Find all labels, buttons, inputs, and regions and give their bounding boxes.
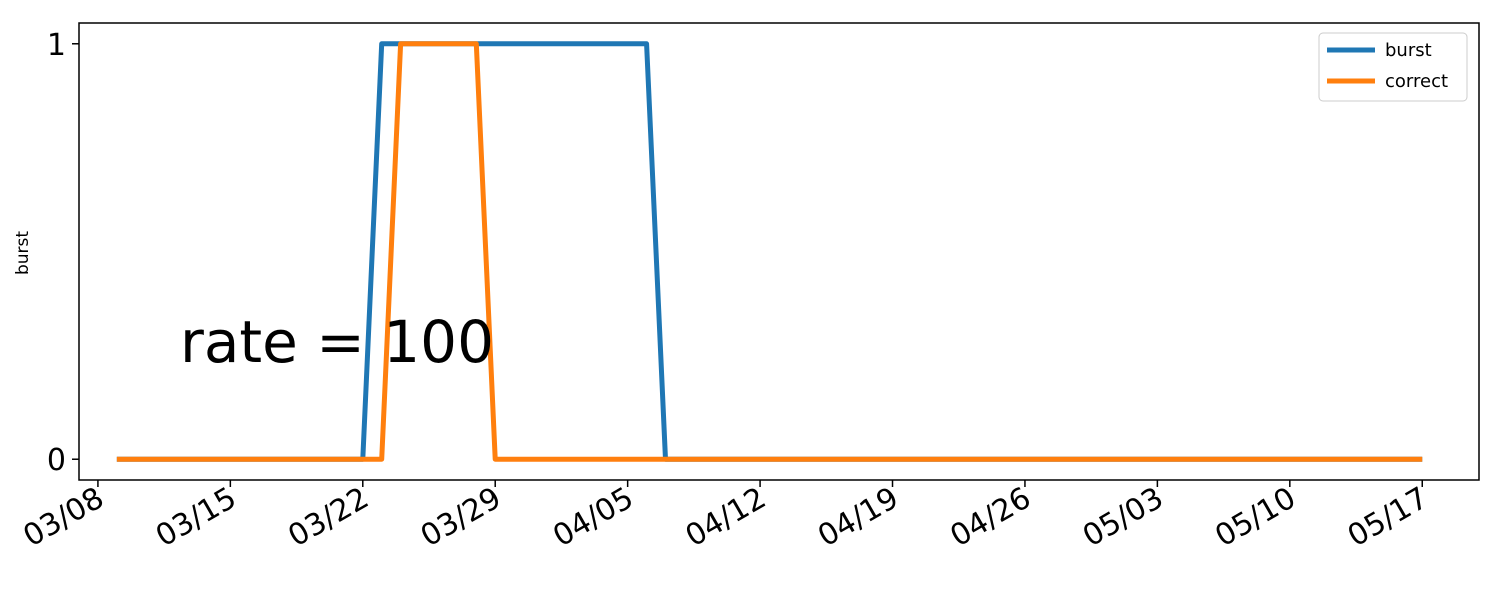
x-tick-label: 05/17 (1342, 481, 1434, 555)
plot-frame (78, 22, 1480, 481)
x-tick-label: 05/10 (1209, 481, 1301, 555)
y-axis-label: burst (13, 231, 33, 275)
series-line-correct (116, 41, 1423, 462)
x-tick-label: 03/29 (415, 481, 507, 555)
series-line-burst (116, 41, 1423, 462)
y-tick-label: 0 (47, 443, 66, 478)
x-tick-label: 03/22 (282, 481, 374, 555)
y-tick-label: 1 (47, 28, 66, 63)
x-tick-label: 04/19 (812, 481, 904, 555)
series-layer (116, 41, 1423, 462)
x-tick-label: 04/12 (680, 481, 772, 555)
rate-annotation: rate = 100 (180, 308, 494, 376)
axes-layer: 03/08 03/15 03/22 03/29 04/05 04/12 04/19 04/26… (18, 22, 1480, 555)
legend-label-burst: burst (1385, 40, 1432, 61)
x-tick-label: 05/03 (1077, 481, 1169, 555)
x-tick-label: 04/26 (945, 481, 1037, 555)
x-tick-label: 03/08 (18, 481, 110, 555)
x-tick-label: 04/05 (547, 481, 639, 555)
legend-label-correct: correct (1385, 71, 1448, 92)
legend: burst correct (1318, 32, 1468, 102)
x-tick-label: 03/15 (150, 481, 242, 555)
